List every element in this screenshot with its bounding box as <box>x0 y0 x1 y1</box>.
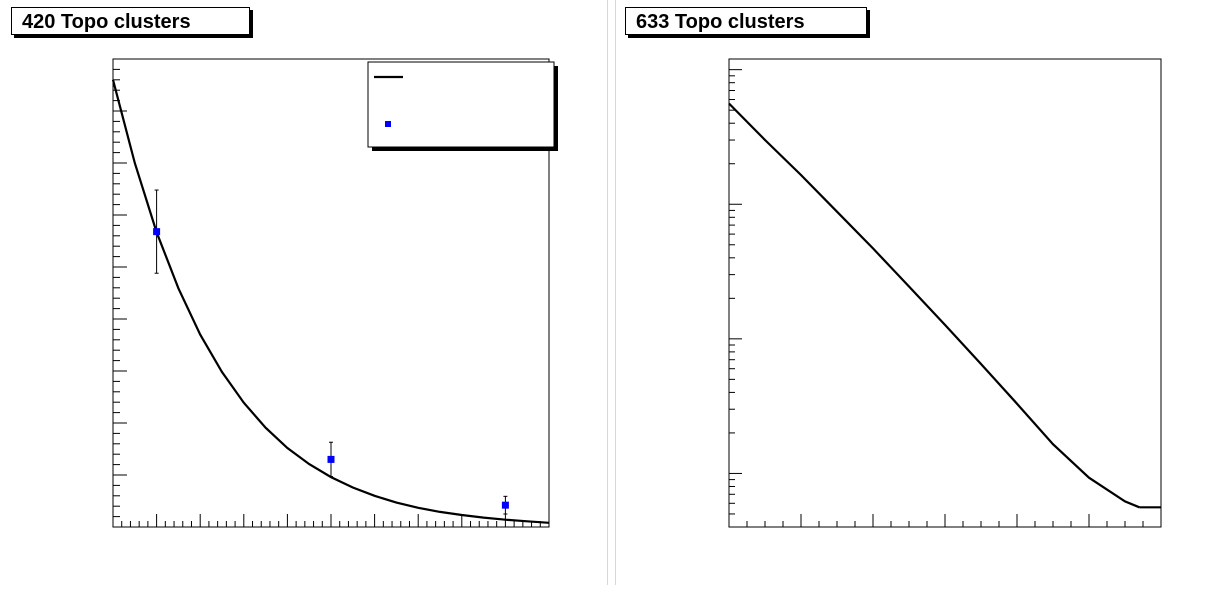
plot-frame <box>728 58 1162 528</box>
data-point <box>501 501 509 509</box>
legend-box <box>367 61 555 148</box>
chart-title: 420 Topo clusters <box>11 7 250 35</box>
data-point <box>153 228 161 236</box>
right-chart-pad: 633 Topo clusters <box>615 0 1223 585</box>
left-chart-pad: 420 Topo clusters <box>0 0 608 585</box>
legend-marker-swatch <box>385 121 391 127</box>
erfc-linear-chart <box>111 58 558 528</box>
data-point <box>327 455 335 463</box>
chart-title: 633 Topo clusters <box>625 7 867 35</box>
erfc-curve <box>111 79 550 524</box>
erfc-log-chart <box>728 58 1162 528</box>
erfc-curve <box>728 102 1140 509</box>
legend <box>367 61 558 151</box>
